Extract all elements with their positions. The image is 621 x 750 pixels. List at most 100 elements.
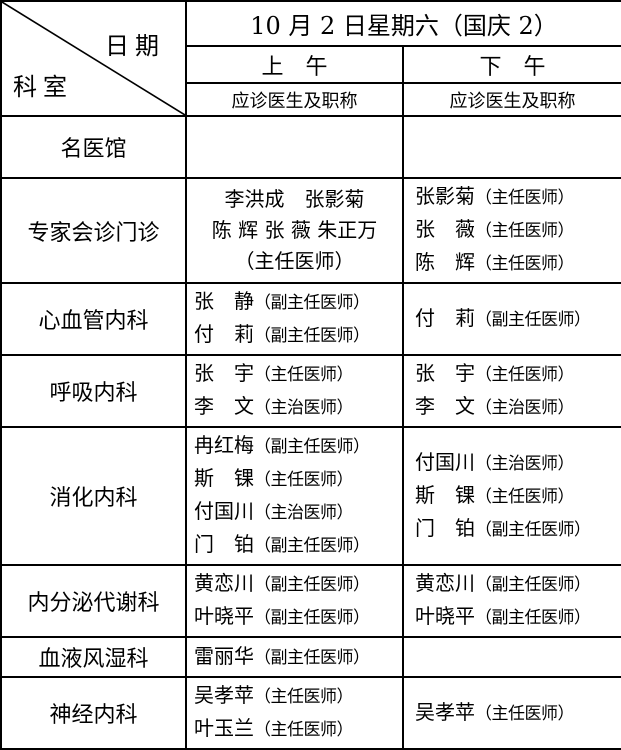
doctor-line: 张影菊（主任医师）	[415, 181, 618, 214]
table-row: 神经内科 吴孝苹（主任医师） 叶玉兰（主任医师） 吴孝苹（主任医师）	[0, 676, 621, 750]
morning-subheader: 应诊医生及职称	[185, 82, 404, 117]
doctor-line: 陈 辉（主任医师）	[415, 247, 618, 280]
doctor-title: （主治医师）	[475, 398, 575, 418]
date-title-cell: 10 月 2 日星期六（国庆 2）	[185, 0, 621, 47]
doctor-line: 张 宇（主任医师）	[415, 358, 618, 391]
department-cell: 神经内科	[0, 676, 187, 750]
doctor-name: 张 静	[194, 289, 254, 313]
pm-doctors-cell	[402, 115, 621, 179]
pm-doctors-cell: 付国川（主治医师）斯 锞（主任医师）门 铂（副主任医师）	[402, 426, 621, 566]
doctor-line: 吴孝苹（主任医师）	[415, 697, 618, 730]
doctor-title: （副主任医师）	[254, 437, 370, 457]
doctor-name: 叶玉兰	[194, 716, 254, 740]
pm-doctors-cell: 张 宇（主任医师）李 文（主治医师）	[402, 354, 621, 428]
am-doctors-cell: 李洪成 张影菊陈 辉 张 薇 朱正万 （主任医师）	[185, 177, 404, 284]
doctor-title: （主任医师）	[475, 221, 575, 241]
doctor-line: （主任医师）	[234, 249, 355, 273]
doctor-line: 李 文（主治医师）	[415, 391, 618, 424]
doctor-name: 张 宇	[194, 361, 254, 385]
table-row: 心血管内科张 静（副主任医师）付 莉（副主任医师）付 莉（副主任医师）	[0, 282, 621, 356]
doctor-name: 黄恋川	[415, 571, 475, 595]
doctor-name: 付国川	[415, 449, 475, 474]
table-row: 消化内科 冉红梅（副主任医师）斯 锞（主任医师） 付国川（主治医师）门 铂（副主任医…	[0, 426, 621, 566]
am-doctors-cell	[185, 115, 404, 179]
doctor-title: （主任医师）	[475, 486, 575, 507]
doctor-name: 斯 锞	[415, 482, 475, 507]
department-cell: 心血管内科	[0, 282, 187, 356]
pm-doctors-cell: 黄恋川（副主任医师） 叶晓平（副主任医师）	[402, 564, 621, 638]
table-row: 内分泌代谢科 黄恋川（副主任医师） 叶晓平（副主任医师） 黄恋川（副主任医师） 叶晓平（…	[0, 564, 621, 638]
doctor-title: （副主任医师）	[475, 519, 591, 540]
doctor-name: 门 铂	[194, 532, 254, 556]
doctor-title: （副主任医师）	[254, 575, 370, 595]
schedule-body: 名医馆 专家会诊门诊 李洪成 张影菊陈 辉 张 薇 朱正万 （主任医师） 张影菊（主任医…	[0, 115, 621, 750]
doctor-title: （副主任医师）	[254, 326, 370, 346]
doctor-line: 叶晓平（副主任医师）	[415, 601, 618, 634]
am-doctors-cell: 张 宇（主任医师）李 文（主治医师）	[185, 354, 404, 428]
doctor-name: 付 莉	[194, 322, 254, 346]
doctor-name: 叶晓平	[194, 604, 254, 628]
header-row-date: 日期 科室 10 月 2 日星期六（国庆 2）	[0, 0, 621, 117]
department-cell: 名医馆	[0, 115, 187, 179]
doctor-title: （主任医师）	[475, 703, 575, 724]
doctor-title: （主任医师）	[475, 365, 575, 385]
pm-doctors-cell: 付 莉（副主任医师）	[402, 282, 621, 356]
doctor-name: 雷丽华	[194, 643, 254, 668]
doctor-name: 李 文	[194, 394, 254, 418]
afternoon-subheader: 应诊医生及职称	[402, 82, 621, 117]
header-row-period: 上 午 下 午	[1, 45, 621, 84]
table-row: 名医馆	[0, 115, 621, 179]
doctor-title: （副主任医师）	[475, 608, 591, 628]
doctor-title: （副主任医师）	[475, 575, 591, 595]
department-cell: 消化内科	[0, 426, 187, 566]
doctor-name: 付国川	[194, 499, 254, 523]
corner-date-label: 日期	[105, 32, 165, 60]
doctor-line: 付 莉（副主任医师）	[415, 303, 618, 336]
doctor-title: （主任医师）	[254, 470, 354, 490]
pm-doctors-cell: 张影菊（主任医师）张 薇（主任医师）陈 辉（主任医师）	[402, 177, 621, 284]
corner-header-cell: 日期 科室	[0, 0, 187, 117]
doctor-name: 李 文	[415, 394, 475, 418]
doctor-line: 冉红梅（副主任医师）	[194, 430, 399, 463]
doctor-name: 门 铂	[415, 515, 475, 540]
header-row-subtitle: 应诊医生及职称 应诊医生及职称	[1, 82, 621, 117]
pm-doctors-cell	[402, 636, 621, 678]
schedule-header: 日期 科室 10 月 2 日星期六（国庆 2） 上 午 下 午 应诊医生及职称 …	[0, 0, 621, 117]
department-cell: 血液风湿科	[0, 636, 187, 678]
doctor-name: 付 莉	[415, 305, 475, 330]
doctor-name: 斯 锞	[194, 466, 254, 490]
doctor-line: 吴孝苹（主任医师）	[194, 680, 399, 713]
doctor-name: 冉红梅	[194, 433, 254, 457]
am-doctors-cell: 吴孝苹（主任医师） 叶玉兰（主任医师）	[185, 676, 404, 750]
doctor-title: （主任医师）	[254, 687, 354, 707]
doctor-title: （主治医师）	[254, 503, 354, 523]
doctor-name: 吴孝苹	[415, 699, 475, 724]
doctor-line: 黄恋川（副主任医师）	[415, 568, 618, 601]
am-doctors-cell: 雷丽华（副主任医师）	[185, 636, 404, 678]
afternoon-period-header: 下 午	[402, 45, 621, 84]
pm-doctors-cell: 吴孝苹（主任医师）	[402, 676, 621, 750]
doctor-line: 门 铂（副主任医师）	[415, 513, 618, 546]
doctor-line: 付 莉（副主任医师）	[194, 319, 399, 352]
doctor-title: （主任医师）	[475, 188, 575, 208]
doctor-line: 张 静（副主任医师）	[194, 286, 399, 319]
doctor-line: 叶玉兰（主任医师）	[194, 713, 399, 746]
doctor-line: 张 宇（主任医师）	[194, 358, 399, 391]
doctor-name: 陈 辉	[415, 250, 475, 274]
doctor-line: 雷丽华（副主任医师）	[194, 641, 399, 674]
doctor-line: 黄恋川（副主任医师）	[194, 568, 399, 601]
doctor-name: 张 宇	[415, 361, 475, 385]
doctor-title: （副主任医师）	[254, 608, 370, 628]
doctor-title: （副主任医师）	[254, 293, 370, 313]
doctor-line: 付国川（主治医师）	[194, 496, 399, 529]
doctor-name: 吴孝苹	[194, 683, 254, 707]
department-cell: 专家会诊门诊	[0, 177, 187, 284]
doctor-name: 黄恋川	[194, 571, 254, 595]
doctor-title: （副主任医师）	[475, 309, 591, 330]
doctor-line: 斯 锞（主任医师）	[194, 463, 399, 496]
doctor-line: 付国川（主治医师）	[415, 447, 618, 480]
doctor-title: （副主任医师）	[254, 647, 370, 668]
department-cell: 呼吸内科	[0, 354, 187, 428]
doctor-line: 李 文（主治医师）	[194, 391, 399, 424]
